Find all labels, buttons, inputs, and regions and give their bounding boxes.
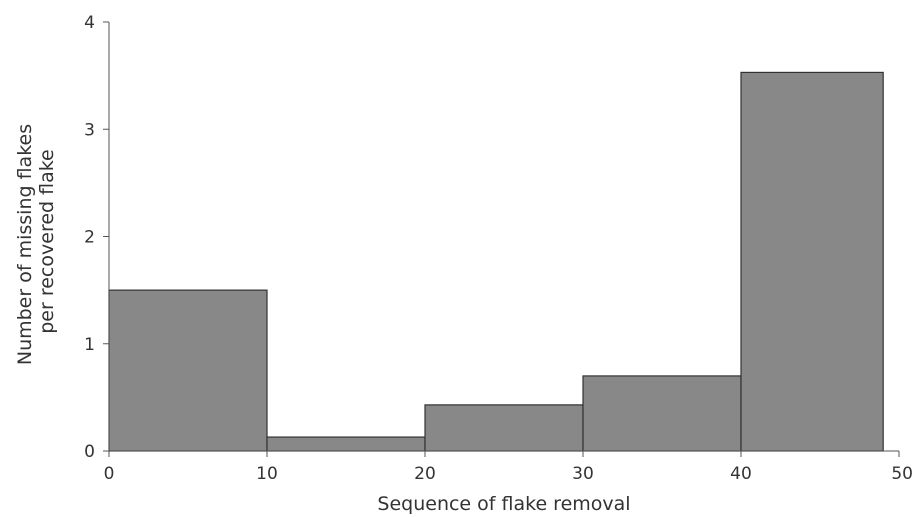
x-ticks-group: 0 10 20 30 40 50 bbox=[104, 451, 913, 484]
bar-4 bbox=[740, 71, 884, 452]
x-tick-label-4: 40 bbox=[730, 464, 752, 484]
x-tick-label-5: 50 bbox=[891, 464, 913, 484]
bar-1 bbox=[266, 436, 426, 452]
y-tick-label-4: 4 bbox=[84, 13, 95, 33]
x-axis-label: Sequence of flake removal bbox=[377, 493, 630, 515]
x-tick-label-0: 0 bbox=[104, 464, 115, 484]
y-tick-label-0: 0 bbox=[84, 442, 95, 462]
y-tick-label-3: 3 bbox=[84, 120, 95, 140]
bar-2 bbox=[424, 404, 584, 452]
y-tick-label-1: 1 bbox=[84, 335, 95, 355]
x-tick-label-1: 10 bbox=[256, 464, 278, 484]
y-tick-label-2: 2 bbox=[84, 228, 95, 248]
x-tick-label-2: 20 bbox=[414, 464, 436, 484]
y-axis-label-line-2: per recovered flake bbox=[36, 149, 58, 334]
bar-3 bbox=[582, 375, 742, 452]
y-ticks-group: 0 1 2 3 4 bbox=[84, 13, 109, 462]
y-axis-label-line-1: Number of missing flakes bbox=[14, 124, 36, 365]
y-axis-label: Number of missing flakes per recovered f… bbox=[14, 118, 58, 365]
x-tick-label-3: 30 bbox=[572, 464, 594, 484]
bar-0 bbox=[108, 289, 268, 452]
bars-group bbox=[108, 71, 884, 452]
